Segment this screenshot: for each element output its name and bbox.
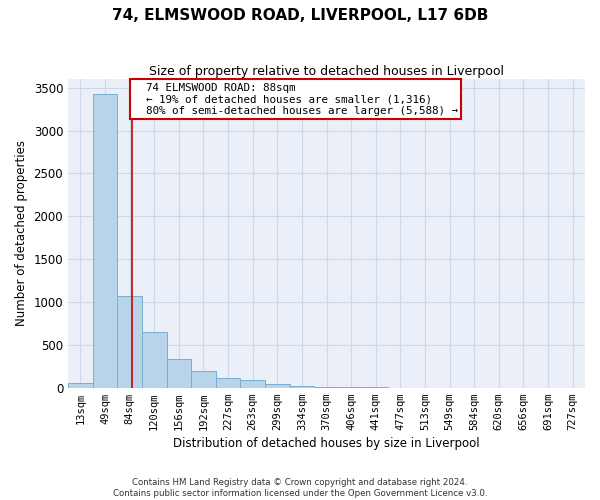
Bar bbox=[117, 296, 142, 388]
X-axis label: Distribution of detached houses by size in Liverpool: Distribution of detached houses by size … bbox=[173, 437, 480, 450]
Bar bbox=[167, 360, 191, 388]
Title: Size of property relative to detached houses in Liverpool: Size of property relative to detached ho… bbox=[149, 65, 504, 78]
Bar bbox=[216, 378, 241, 388]
Bar bbox=[290, 386, 314, 388]
Text: 74, ELMSWOOD ROAD, LIVERPOOL, L17 6DB: 74, ELMSWOOD ROAD, LIVERPOOL, L17 6DB bbox=[112, 8, 488, 22]
Bar bbox=[265, 384, 290, 388]
Bar bbox=[68, 383, 92, 388]
Text: 74 ELMSWOOD ROAD: 88sqm
  ← 19% of detached houses are smaller (1,316)
  80% of : 74 ELMSWOOD ROAD: 88sqm ← 19% of detache… bbox=[133, 82, 458, 116]
Bar bbox=[191, 372, 216, 388]
Bar bbox=[241, 380, 265, 388]
Bar bbox=[142, 332, 167, 388]
Y-axis label: Number of detached properties: Number of detached properties bbox=[15, 140, 28, 326]
Bar bbox=[314, 387, 339, 388]
Text: Contains HM Land Registry data © Crown copyright and database right 2024.
Contai: Contains HM Land Registry data © Crown c… bbox=[113, 478, 487, 498]
Bar bbox=[92, 94, 117, 388]
